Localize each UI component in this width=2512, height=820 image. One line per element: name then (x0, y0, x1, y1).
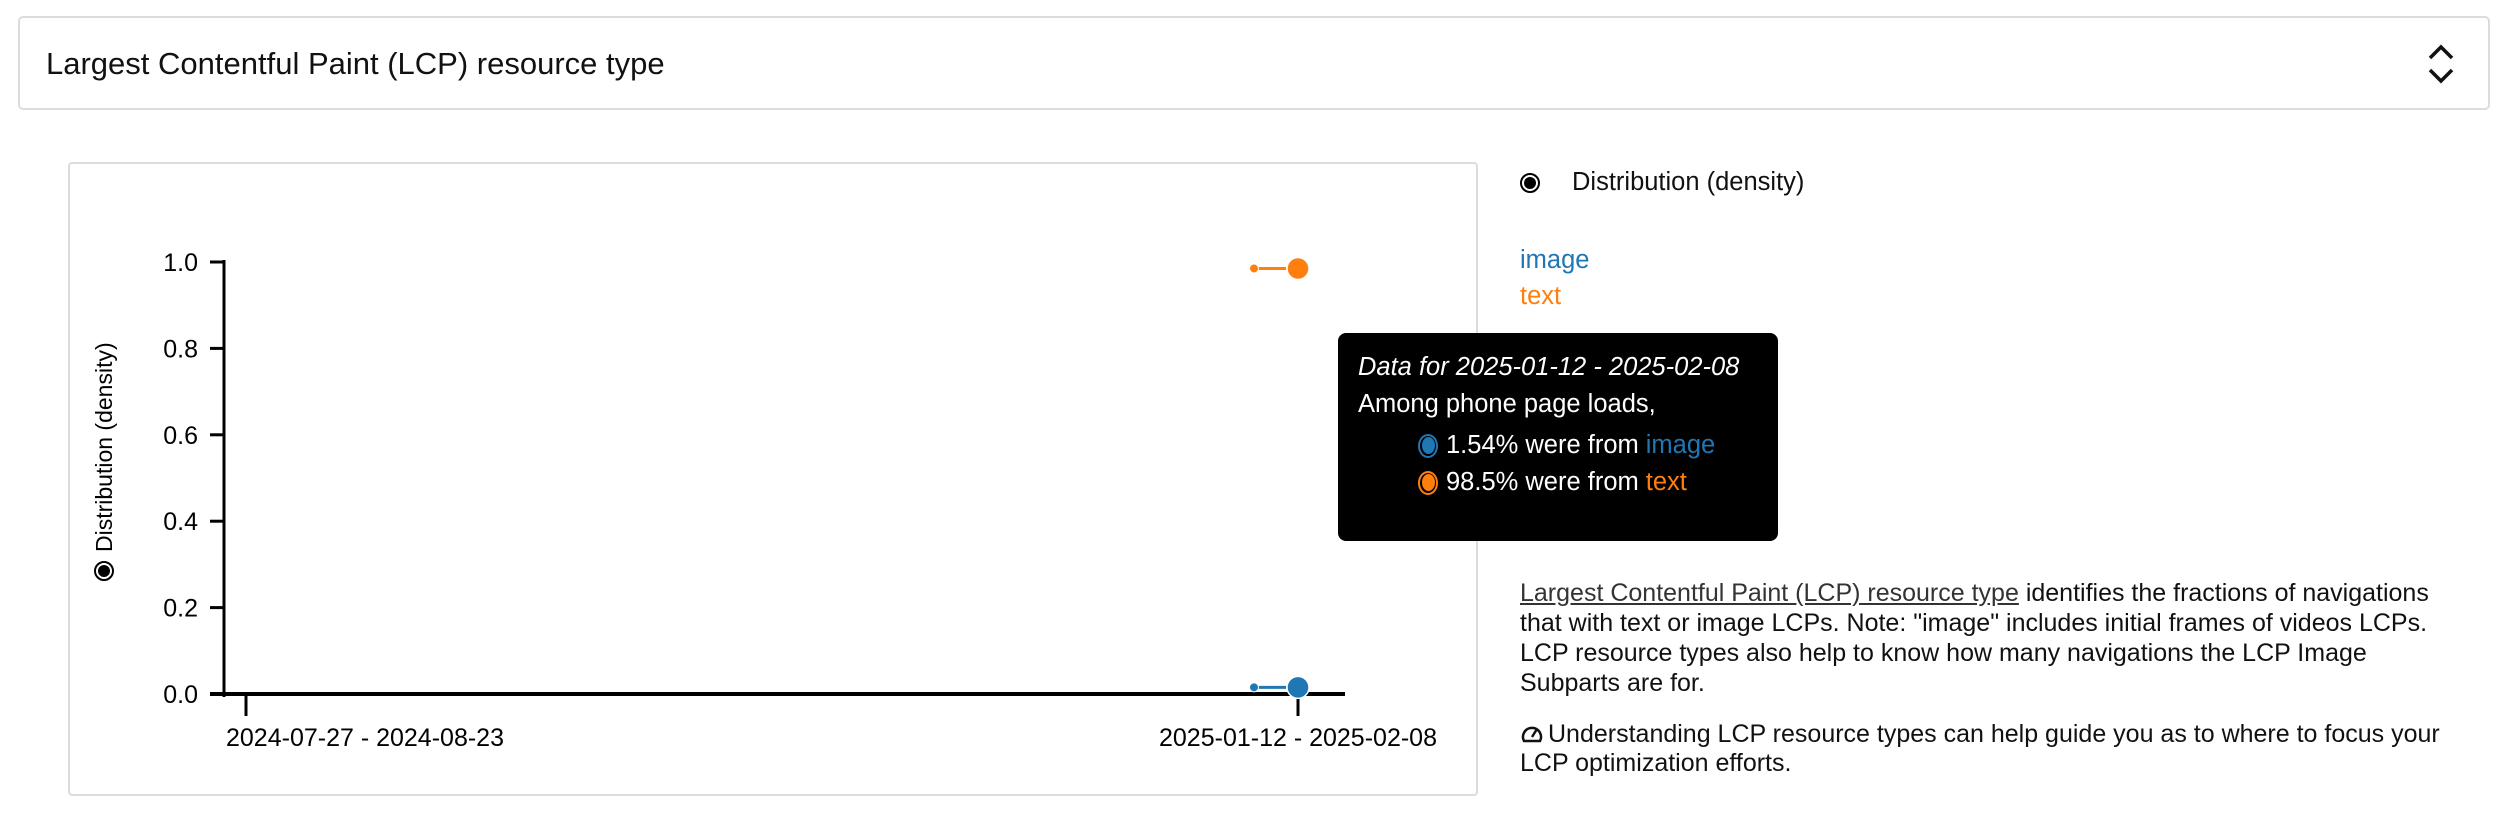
gauge-icon (1521, 726, 1543, 743)
point-marker (1286, 675, 1310, 700)
tip: Understanding LCP resource types can hel… (1520, 720, 2440, 778)
legend-item-text[interactable]: text (1520, 282, 1562, 310)
y-tick-label: 0.0 (163, 681, 198, 709)
y-axis-title: Distribution (density) (91, 342, 117, 552)
data-point-image (1249, 675, 1310, 700)
chevron-up-down-icon[interactable] (2424, 40, 2458, 88)
description: Largest Contentful Paint (LCP) resource … (1520, 578, 2440, 698)
chart-tooltip: Data for 2025-01-12 - 2025-02-08 Among p… (1338, 333, 1778, 541)
data-point-text (1249, 256, 1310, 281)
tooltip-series: image (1645, 431, 1716, 459)
tooltip-series: text (1645, 468, 1687, 496)
tooltip-value: 1.54% were from (1446, 431, 1639, 459)
description-text: identifies the fractions of navigations … (1520, 579, 2429, 697)
legend-item-image[interactable]: image (1520, 246, 1590, 274)
y-axis: 0.0 0.2 0.4 0.6 0.8 1.0 (163, 249, 226, 709)
radio-label: Distribution (density) (1572, 168, 1805, 196)
y-axis-label: Distribution (density) (91, 342, 117, 581)
y-tick-label: 1.0 (163, 249, 198, 277)
y-tick-label: 0.8 (163, 335, 198, 363)
distribution-radio[interactable]: Distribution (density) (1520, 168, 1804, 197)
tooltip-title: Data for 2025-01-12 - 2025-02-08 (1358, 353, 1740, 381)
point-marker (1286, 256, 1310, 281)
metric-title: Largest Contentful Paint (LCP) resource … (46, 46, 665, 81)
x-tick-label: 2025-01-12 - 2025-02-08 (1159, 724, 1437, 752)
tooltip-subtitle: Among phone page loads, (1358, 390, 1656, 418)
y-tick-label: 0.4 (163, 508, 198, 536)
point-marker-small (1249, 682, 1259, 693)
image-dot-icon (1418, 433, 1438, 458)
y-tick-label: 0.2 (163, 595, 198, 623)
x-axis: 2024-07-27 - 2024-08-23 2025-01-12 - 2025… (210, 692, 1437, 752)
series-marks (1249, 256, 1310, 700)
point-marker-small (1249, 263, 1259, 274)
text-dot-icon (1418, 470, 1438, 495)
tip-text: Understanding LCP resource types can hel… (1520, 720, 2440, 777)
metric-selector[interactable]: Largest Contentful Paint (LCP) resource … (18, 16, 2490, 110)
tooltip-value: 98.5% were from (1446, 468, 1639, 496)
x-tick-label: 2024-07-27 - 2024-08-23 (226, 724, 504, 752)
metric-doc-link[interactable]: Largest Contentful Paint (LCP) resource … (1520, 579, 2019, 607)
tooltip-row-image: 1.54% were from image (1418, 427, 1778, 464)
y-tick-label: 0.6 (163, 422, 198, 450)
tooltip-row-text: 98.5% were from text (1418, 464, 1778, 501)
radio-selected-icon (1520, 172, 1540, 193)
